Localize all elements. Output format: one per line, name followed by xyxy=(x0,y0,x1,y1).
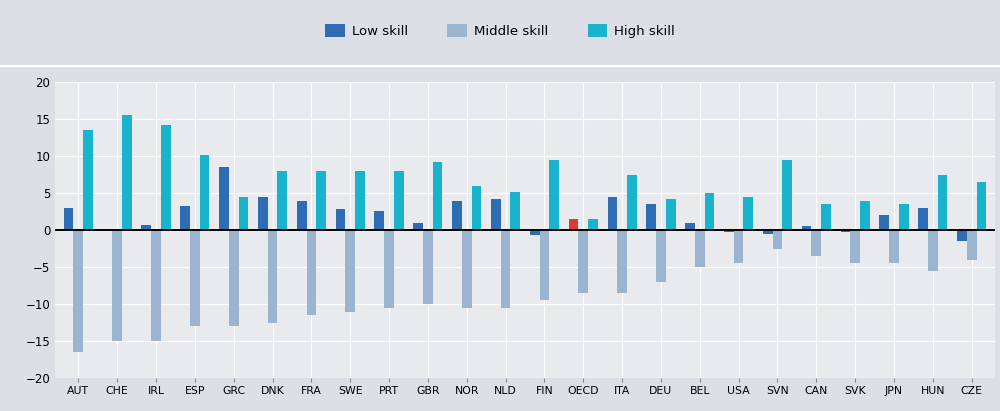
Bar xyxy=(229,230,239,326)
Bar xyxy=(268,230,277,323)
Bar xyxy=(307,230,316,315)
Legend: Low skill, Middle skill, High skill: Low skill, Middle skill, High skill xyxy=(320,18,680,43)
Bar xyxy=(821,204,831,230)
Bar xyxy=(423,230,433,304)
Bar xyxy=(239,197,248,230)
Bar xyxy=(433,162,442,230)
Bar xyxy=(656,230,666,282)
Bar xyxy=(938,175,947,230)
Bar xyxy=(452,201,462,230)
Bar xyxy=(258,197,268,230)
Bar xyxy=(918,208,928,230)
Bar xyxy=(588,219,598,230)
Bar xyxy=(811,230,821,256)
Bar xyxy=(297,201,307,230)
Bar xyxy=(569,219,578,230)
Bar xyxy=(841,230,850,232)
Bar xyxy=(413,223,423,230)
Bar xyxy=(530,230,540,236)
Bar xyxy=(151,230,161,341)
Bar xyxy=(540,230,549,300)
Bar xyxy=(802,226,811,230)
Bar xyxy=(122,115,132,230)
Bar xyxy=(928,230,938,271)
Bar xyxy=(724,230,734,232)
Bar xyxy=(277,171,287,230)
Bar xyxy=(695,230,705,267)
Bar xyxy=(646,204,656,230)
Bar xyxy=(879,215,889,230)
Bar xyxy=(180,206,190,230)
Bar xyxy=(743,197,753,230)
Bar xyxy=(161,125,171,230)
Bar xyxy=(734,230,743,263)
Bar xyxy=(510,192,520,230)
Bar xyxy=(200,155,209,230)
Bar xyxy=(73,230,83,352)
Bar xyxy=(141,225,151,230)
Bar xyxy=(316,171,326,230)
Bar xyxy=(462,230,472,308)
Bar xyxy=(219,167,229,230)
Bar xyxy=(977,182,986,230)
Bar xyxy=(578,230,588,293)
Bar xyxy=(967,230,977,260)
Bar xyxy=(374,211,384,230)
Bar xyxy=(617,230,627,293)
Bar xyxy=(384,230,394,308)
Bar xyxy=(957,230,967,241)
Bar xyxy=(501,230,510,308)
Bar xyxy=(64,208,73,230)
Bar xyxy=(666,199,676,230)
Bar xyxy=(889,230,899,263)
Bar xyxy=(685,223,695,230)
Bar xyxy=(355,171,365,230)
Bar xyxy=(627,175,637,230)
Bar xyxy=(83,130,93,230)
Bar xyxy=(860,201,870,230)
Bar xyxy=(345,230,355,312)
Bar xyxy=(549,160,559,230)
Bar xyxy=(112,230,122,341)
Bar xyxy=(190,230,200,326)
Bar xyxy=(394,171,404,230)
Bar xyxy=(773,230,782,249)
Bar xyxy=(705,193,714,230)
Bar xyxy=(782,160,792,230)
Bar xyxy=(336,210,345,230)
Bar xyxy=(850,230,860,263)
Bar xyxy=(472,186,481,230)
Bar xyxy=(608,197,617,230)
Bar xyxy=(899,204,909,230)
Bar xyxy=(763,230,773,234)
Bar xyxy=(491,199,501,230)
